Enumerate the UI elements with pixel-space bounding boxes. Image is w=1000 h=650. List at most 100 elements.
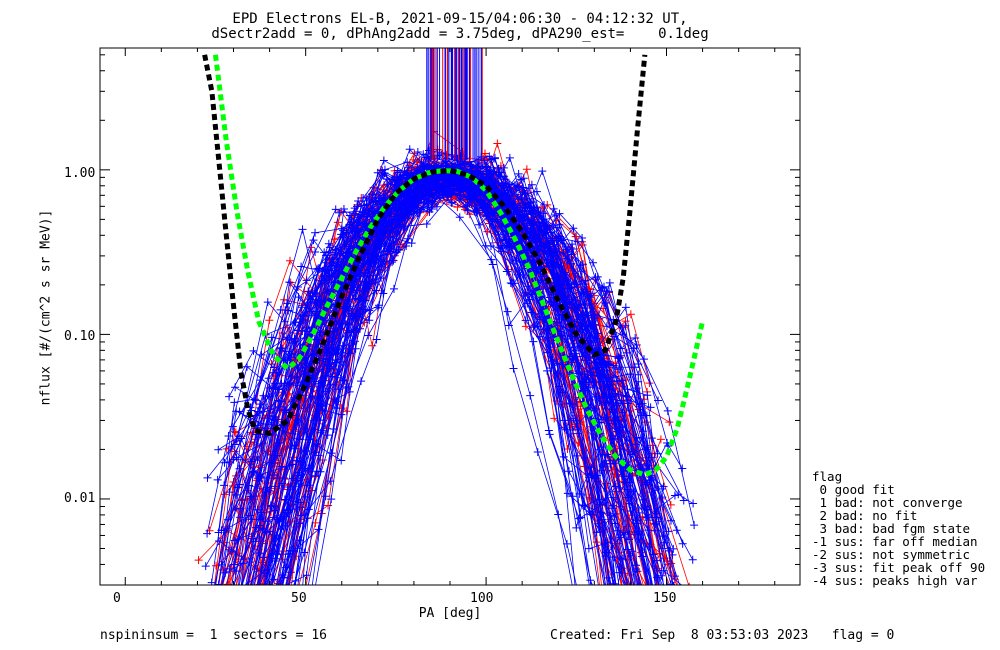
red-sample-point bbox=[684, 646, 692, 650]
blue-sample-point bbox=[302, 571, 311, 580]
legend-item: 3 bad: bad fgm state bbox=[812, 521, 971, 536]
red-sample-point bbox=[216, 646, 224, 650]
red-sample-point bbox=[656, 435, 665, 444]
blue-sample-point bbox=[259, 391, 268, 400]
red-sample-point bbox=[247, 646, 255, 650]
blue-sample-point bbox=[242, 646, 250, 650]
red-sample-point bbox=[230, 447, 239, 456]
red-sample-point bbox=[230, 646, 238, 650]
blue-sample-point bbox=[438, 186, 447, 195]
blue-sample-point bbox=[537, 223, 546, 232]
blue-sample-point bbox=[670, 572, 679, 581]
blue-sample-point bbox=[625, 646, 633, 650]
blue-sample-point bbox=[230, 646, 238, 650]
blue-sample-point bbox=[603, 450, 612, 459]
red-sample-point bbox=[227, 646, 235, 650]
blue-sample-point bbox=[254, 646, 262, 650]
blue-sample-point bbox=[486, 173, 495, 182]
blue-sample-point bbox=[524, 282, 533, 291]
blue-sample-point bbox=[350, 337, 359, 346]
blue-sample-point bbox=[219, 646, 227, 650]
blue-sample-point bbox=[509, 364, 518, 373]
red-sample-point bbox=[623, 646, 631, 650]
blue-sample-point bbox=[471, 162, 480, 171]
blue-sample-point bbox=[227, 618, 235, 626]
red-sample-point bbox=[207, 646, 215, 650]
blue-sample-point bbox=[643, 391, 652, 400]
red-sample-point bbox=[677, 606, 685, 614]
blue-sample-point bbox=[393, 166, 402, 175]
red-sample-point bbox=[225, 646, 233, 650]
blue-sample-point bbox=[217, 616, 225, 624]
blue-sample-point bbox=[502, 267, 511, 276]
blue-sample-point bbox=[569, 414, 578, 423]
blue-sample-point bbox=[620, 584, 622, 585]
blue-sample-point bbox=[252, 616, 260, 624]
blue-sample-point bbox=[573, 429, 582, 438]
blue-sample-point bbox=[200, 646, 208, 650]
blue-sample-point bbox=[213, 646, 221, 650]
blue-sample-point bbox=[300, 646, 308, 650]
blue-sample-point bbox=[219, 646, 227, 650]
blue-sample-point bbox=[605, 278, 614, 287]
blue-sample-point bbox=[237, 646, 245, 650]
blue-sample-point bbox=[337, 456, 346, 465]
blue-sample-point bbox=[666, 646, 674, 650]
blue-sample-point bbox=[389, 284, 398, 293]
blue-sample-point bbox=[615, 646, 623, 650]
blue-sample-point bbox=[279, 646, 287, 650]
red-sample-point bbox=[194, 556, 203, 565]
blue-sample-point bbox=[614, 352, 623, 361]
blue-sample-point bbox=[517, 195, 526, 204]
blue-sample-point bbox=[297, 303, 306, 312]
blue-sample-point bbox=[634, 360, 643, 369]
blue-sample-point bbox=[642, 644, 650, 650]
red-sample-point bbox=[247, 646, 255, 650]
red-sample-point bbox=[608, 617, 616, 625]
blue-sample-point bbox=[259, 646, 267, 650]
blue-sample-point bbox=[645, 646, 653, 650]
red-sample-point bbox=[219, 646, 227, 650]
blue-sample-point bbox=[545, 293, 554, 302]
blue-sample-point bbox=[375, 240, 384, 249]
blue-sample-point bbox=[625, 646, 633, 650]
blue-sample-point bbox=[218, 646, 226, 650]
blue-sample-point bbox=[533, 448, 542, 457]
blue-sample-point bbox=[271, 556, 280, 565]
blue-sample-point bbox=[585, 353, 594, 362]
red-sample-point bbox=[677, 646, 685, 650]
blue-sample-point bbox=[235, 646, 243, 650]
red-sample-point bbox=[665, 646, 673, 650]
blue-sample-point bbox=[684, 608, 692, 616]
blue-sample-point bbox=[219, 526, 228, 535]
red-sample-point bbox=[224, 646, 232, 650]
blue-sample-point bbox=[241, 646, 249, 650]
blue-sample-point bbox=[263, 298, 272, 307]
blue-sample-point bbox=[614, 365, 623, 374]
blue-sample-point bbox=[267, 333, 276, 342]
blue-sample-point bbox=[634, 503, 643, 512]
red-sample-point bbox=[279, 646, 287, 650]
red-sample-point bbox=[228, 646, 236, 650]
blue-sample-point bbox=[230, 646, 238, 650]
blue-sample-point bbox=[274, 368, 283, 377]
blue-sample-point bbox=[353, 221, 362, 230]
blue-sample-point bbox=[673, 581, 675, 585]
red-sample-point bbox=[244, 646, 252, 650]
y-axis-label: nflux [#/(cm^2 s sr MeV)] bbox=[38, 209, 54, 406]
red-sample-point bbox=[213, 589, 221, 597]
blue-sample-point bbox=[221, 568, 230, 577]
blue-sample-point bbox=[678, 646, 686, 650]
red-sample-point bbox=[638, 646, 646, 650]
blue-sample-point bbox=[652, 509, 661, 518]
red-sample-point bbox=[660, 606, 668, 614]
red-sample-point bbox=[657, 646, 665, 650]
red-sample-point bbox=[254, 586, 262, 594]
legend-item: -3 sus: fit peak off 90 bbox=[812, 560, 986, 575]
blue-sample-point bbox=[234, 646, 242, 650]
black-fit-curve bbox=[202, 54, 648, 436]
blue-sample-point bbox=[234, 646, 242, 650]
blue-sample-point bbox=[665, 646, 673, 650]
blue-sample-point bbox=[217, 646, 225, 650]
blue-sample-point bbox=[251, 646, 259, 650]
